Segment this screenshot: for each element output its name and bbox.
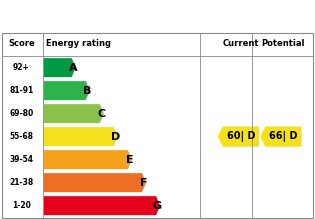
Polygon shape xyxy=(44,196,160,215)
Text: 81-91: 81-91 xyxy=(9,86,33,95)
Text: 55-68: 55-68 xyxy=(9,132,33,141)
Text: 66| D: 66| D xyxy=(269,131,298,142)
Text: E: E xyxy=(126,155,133,165)
Text: Energy Efficiency Rating: Energy Efficiency Rating xyxy=(8,9,180,22)
Text: Score: Score xyxy=(8,39,35,48)
Text: Current: Current xyxy=(223,39,259,48)
Text: D: D xyxy=(111,132,120,142)
Text: Energy rating: Energy rating xyxy=(46,39,111,48)
Polygon shape xyxy=(261,127,302,147)
Text: B: B xyxy=(83,86,91,96)
Text: F: F xyxy=(140,178,147,188)
Text: C: C xyxy=(97,109,105,119)
Text: Potential: Potential xyxy=(262,39,305,48)
Polygon shape xyxy=(44,81,90,100)
Polygon shape xyxy=(44,104,104,123)
Polygon shape xyxy=(44,173,146,192)
Text: 92+: 92+ xyxy=(13,63,30,72)
Text: 60| D: 60| D xyxy=(227,131,255,142)
Polygon shape xyxy=(44,150,132,169)
Text: 1-20: 1-20 xyxy=(12,201,31,210)
Text: 69-80: 69-80 xyxy=(9,109,33,118)
Polygon shape xyxy=(44,58,76,77)
Text: A: A xyxy=(69,63,77,73)
Polygon shape xyxy=(218,127,259,147)
Text: 21-38: 21-38 xyxy=(9,178,33,187)
Text: G: G xyxy=(153,201,162,211)
Polygon shape xyxy=(44,127,118,146)
Text: 39-54: 39-54 xyxy=(9,155,33,164)
